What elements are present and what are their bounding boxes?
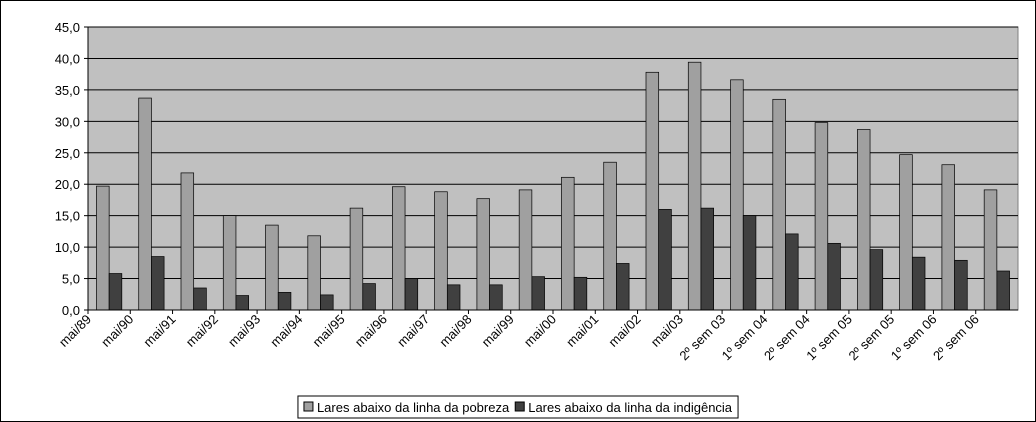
y-tick-label: 5,0: [62, 272, 80, 287]
bar: [785, 233, 799, 311]
bar: [827, 242, 841, 311]
bar: [869, 249, 884, 311]
legend-label: Lares abaixo da linha da pobreza: [317, 400, 510, 415]
legend-swatch: [514, 401, 525, 412]
bar: [434, 191, 448, 311]
bar: [687, 61, 702, 311]
bar: [320, 294, 334, 311]
bar: [151, 256, 165, 311]
bar: [645, 71, 660, 311]
bar: [772, 98, 786, 311]
bar: [392, 186, 406, 311]
y-tick-label: 30,0: [55, 114, 80, 129]
bar: [561, 176, 575, 311]
bar: [193, 287, 207, 311]
bar: [489, 284, 503, 311]
y-tick-label: 0,0: [62, 303, 80, 318]
bar: [899, 154, 913, 311]
bar: [742, 215, 757, 311]
bar: [235, 295, 249, 311]
bar: [814, 122, 829, 311]
bar: [277, 292, 292, 311]
bar: [96, 185, 110, 311]
bar: [180, 172, 195, 311]
y-tick-label: 45,0: [55, 20, 80, 35]
bar: [730, 79, 744, 311]
bar: [954, 259, 968, 311]
bar: [573, 276, 588, 311]
y-tick-label: 35,0: [55, 83, 80, 98]
legend: Lares abaixo da linha da pobreza Lares ab…: [297, 395, 739, 419]
bar: [616, 263, 630, 311]
bar: [603, 161, 617, 311]
y-tick-label: 25,0: [55, 146, 80, 161]
bar: [404, 278, 419, 311]
bar: [307, 235, 321, 311]
bar: [138, 97, 152, 311]
bar: [108, 273, 123, 311]
bar: [518, 189, 533, 311]
bar: [857, 129, 871, 311]
y-tick-label: 20,0: [55, 177, 80, 192]
y-tick-label: 10,0: [55, 240, 80, 255]
bar: [362, 283, 376, 311]
y-tick-label: 15,0: [55, 209, 80, 224]
bar: [996, 270, 1010, 311]
bar: [531, 276, 545, 311]
bar: [658, 209, 672, 311]
legend-swatch: [303, 401, 314, 412]
bar: [265, 224, 279, 311]
legend-label: Lares abaixo da linha da indigência: [528, 400, 733, 415]
bar: [349, 207, 364, 311]
bar: [983, 189, 998, 311]
bar: [911, 256, 926, 311]
bar: [222, 215, 237, 311]
bar: [700, 207, 714, 311]
y-tick-label: 40,0: [55, 51, 80, 66]
bar: [446, 284, 461, 311]
bar: [941, 164, 955, 311]
bar: [476, 198, 490, 311]
